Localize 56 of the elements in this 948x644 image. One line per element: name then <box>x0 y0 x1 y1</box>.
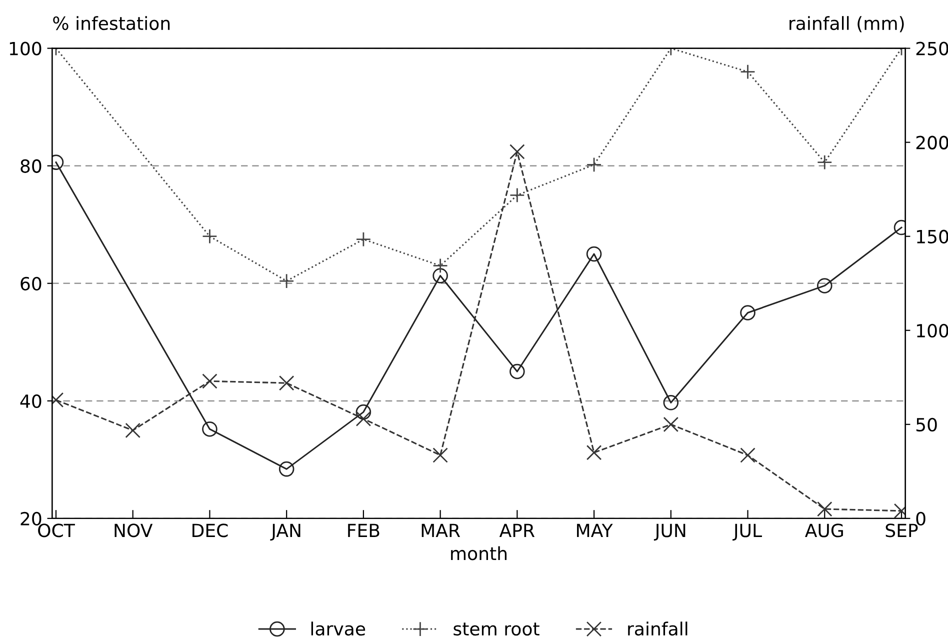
point <box>125 422 140 438</box>
point <box>356 404 372 420</box>
point <box>278 375 294 391</box>
point <box>356 411 372 426</box>
point <box>586 444 602 460</box>
y2-tick-label: 100 <box>917 324 948 338</box>
legend-label: stem root <box>454 622 540 636</box>
point <box>740 448 756 463</box>
point <box>202 421 218 437</box>
x-tick-label: MAR <box>422 524 460 537</box>
point <box>816 278 832 294</box>
y2-tick-label: 150 <box>917 230 948 244</box>
point <box>202 374 218 389</box>
legend-label: rainfall <box>628 622 688 636</box>
x-tick-label: JUN <box>654 524 686 541</box>
x-tick-label: FEB <box>348 524 380 537</box>
point <box>740 64 756 80</box>
y-tick-label: 80 <box>20 159 42 173</box>
point <box>663 395 679 410</box>
y-tick-label: 100 <box>10 42 42 56</box>
y-axis-title: % infestation <box>53 16 170 30</box>
point <box>586 246 602 262</box>
y2-tick-label: 50 <box>916 418 937 432</box>
y2-axis-title: rainfall (mm) <box>790 16 904 32</box>
point <box>432 448 448 463</box>
x-tick-label: SEP <box>886 524 918 538</box>
point <box>432 268 448 284</box>
point <box>202 228 218 244</box>
y2-tick-label: 200 <box>916 136 948 150</box>
x-tick-label: OCT <box>38 524 75 538</box>
point <box>510 144 525 160</box>
y-tick-label: 20 <box>20 512 42 526</box>
point <box>510 364 525 380</box>
point <box>816 501 832 517</box>
x-tick-label: AUG <box>804 524 843 538</box>
x-tick-label: APR <box>499 524 535 537</box>
x-tick-label: NOV <box>114 524 153 538</box>
point <box>278 461 294 477</box>
x-tick-label: JAN <box>270 524 300 541</box>
point <box>356 232 372 247</box>
x-tick-label: DEC <box>192 524 228 538</box>
point <box>663 416 679 432</box>
point <box>432 258 448 274</box>
y-tick-label: 60 <box>20 276 42 290</box>
x-tick-label: MAY <box>577 524 613 537</box>
x-tick-label: JUL <box>732 524 762 541</box>
y2-tick-label: 250 <box>916 42 948 56</box>
point <box>816 154 832 170</box>
point <box>510 188 525 203</box>
y-tick-label: 40 <box>20 394 42 408</box>
point <box>740 305 756 320</box>
point <box>278 273 294 289</box>
point <box>586 157 602 172</box>
legend-label: larvae <box>311 622 366 636</box>
y2-tick-label: 0 <box>916 512 926 526</box>
x-axis-title: month <box>451 546 507 560</box>
